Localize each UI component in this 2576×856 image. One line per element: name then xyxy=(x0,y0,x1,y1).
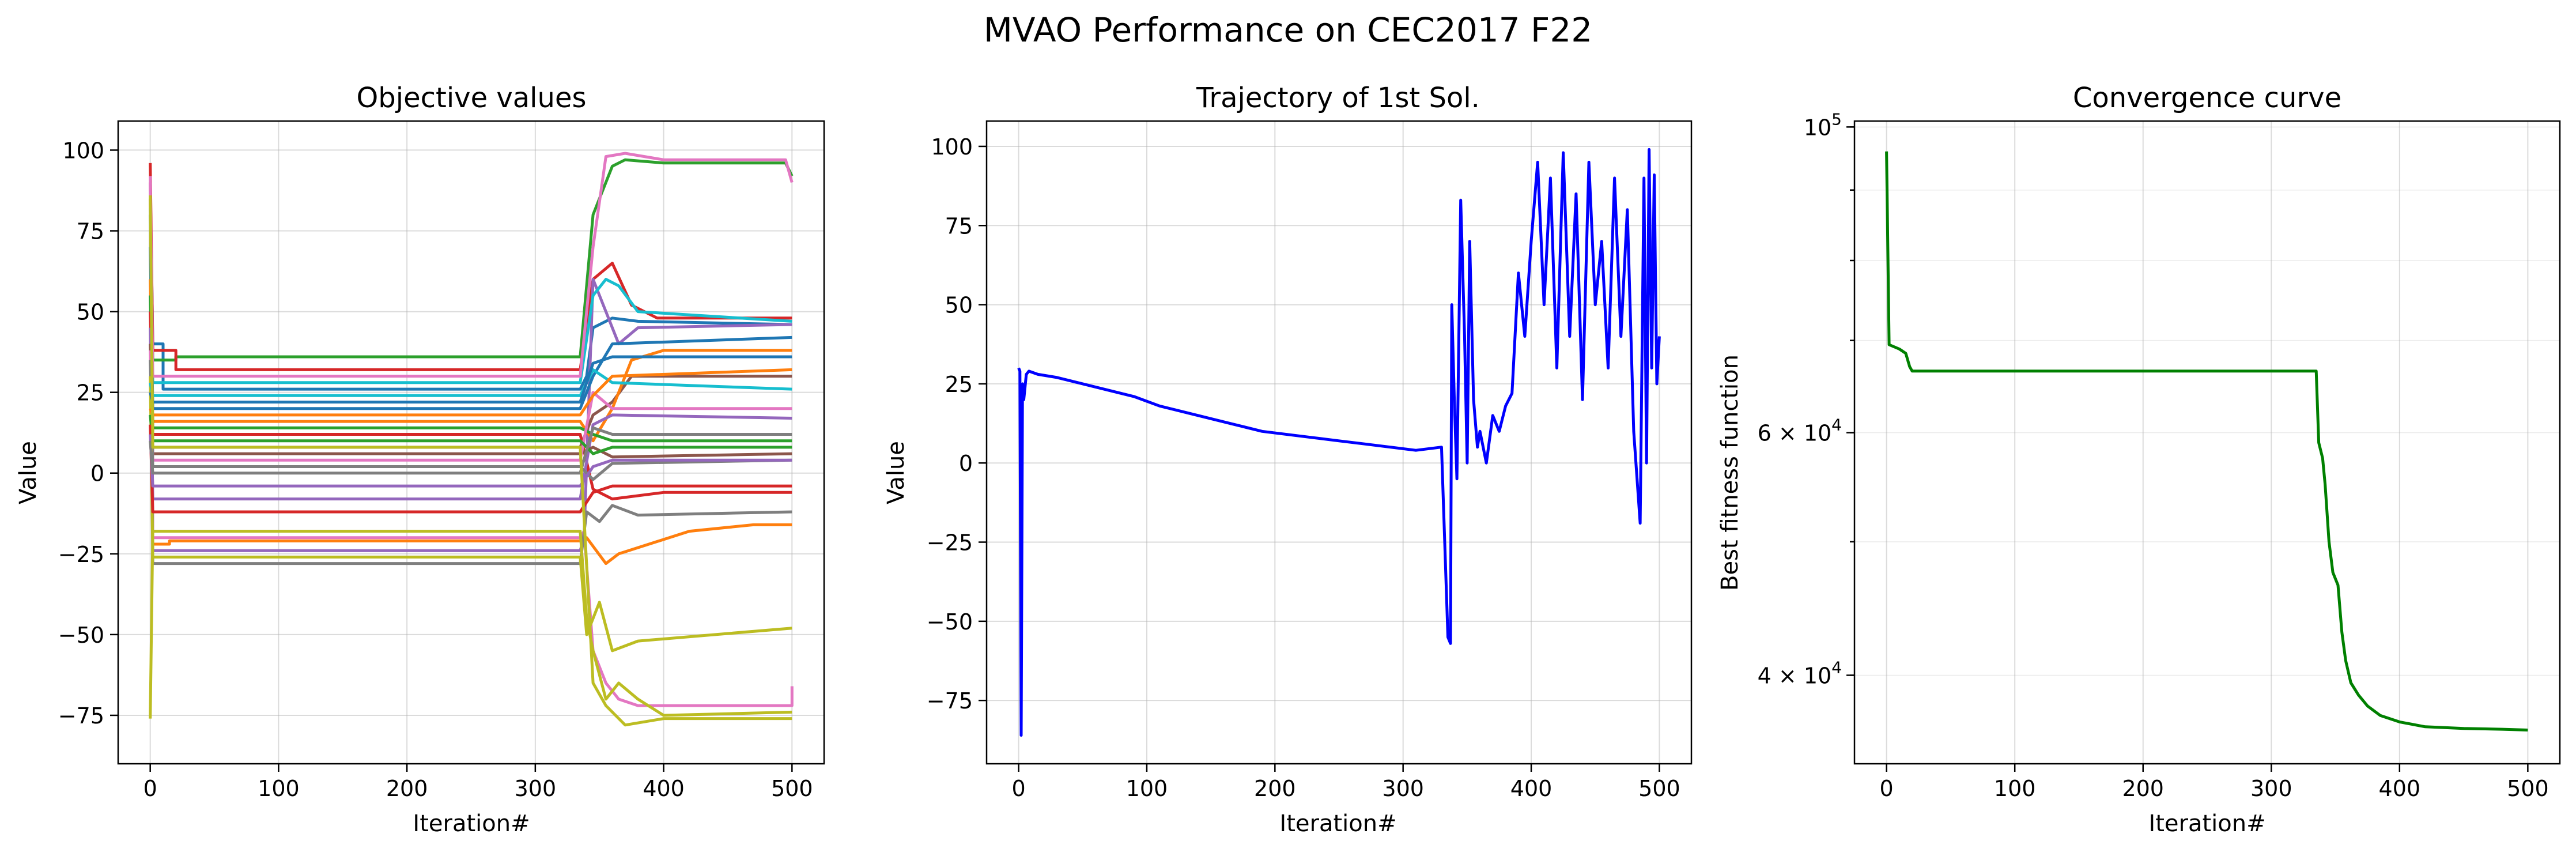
grid xyxy=(987,121,1691,764)
y-tick-label: 75 xyxy=(945,213,973,239)
y-tick-exponent: 5 xyxy=(1831,110,1842,129)
axes-frame xyxy=(117,120,825,765)
y-tick-label: 105 xyxy=(1804,110,1842,140)
x-tick-label: 100 xyxy=(1126,776,1168,801)
series-line xyxy=(149,182,792,391)
x-tick-label: 100 xyxy=(1994,776,2036,801)
y-tick-label: −50 xyxy=(58,623,104,648)
series-line xyxy=(149,195,792,727)
series-line xyxy=(149,434,792,488)
grid xyxy=(1854,121,2560,764)
series-line xyxy=(1885,151,2528,731)
y-tick-label: −75 xyxy=(927,688,973,714)
y-axis-label: Value xyxy=(15,441,41,504)
x-tick-label: 400 xyxy=(1510,776,1553,801)
y-axis-label: Value xyxy=(883,441,909,504)
y-tick-label: 4 × 104 xyxy=(1758,658,1842,688)
x-tick-label: 300 xyxy=(515,776,557,801)
y-tick-label: −25 xyxy=(927,530,973,556)
y-tick-label: −25 xyxy=(58,542,104,567)
x-tick-label: 500 xyxy=(1638,776,1680,801)
x-axis-label: Iteration# xyxy=(413,810,530,837)
y-tick-label: 50 xyxy=(77,300,104,325)
x-tick-label: 0 xyxy=(1880,776,1894,801)
series-line xyxy=(149,208,792,384)
axes-frame xyxy=(1853,120,2561,765)
grid xyxy=(118,121,824,764)
series-line xyxy=(149,152,794,378)
y-tick-label: 75 xyxy=(77,219,104,244)
y-tick-label: 100 xyxy=(931,134,973,160)
panel-title: Convergence curve xyxy=(2073,82,2341,114)
series-line xyxy=(149,279,792,443)
panel-title: Objective values xyxy=(357,82,587,114)
series-line xyxy=(149,376,792,653)
convergence-curve-plot: Convergence curve Iteration# Best fitnes… xyxy=(1717,82,2561,837)
y-tick-label: 0 xyxy=(959,451,973,476)
y-tick-exponent: 4 xyxy=(1831,658,1842,677)
figure-title: MVAO Performance on CEC2017 F22 xyxy=(984,10,1592,50)
trajectory-plot: Trajectory of 1st Sol. Iteration# Value … xyxy=(883,82,1693,837)
series-line xyxy=(149,214,792,565)
series-group xyxy=(149,152,794,727)
x-tick-label: 400 xyxy=(2379,776,2421,801)
y-tick-label: 100 xyxy=(62,138,104,163)
x-tick-label: 400 xyxy=(643,776,685,801)
axes-frame xyxy=(985,120,1693,765)
y-tick-base: 6 × 10 xyxy=(1758,421,1832,446)
series-group xyxy=(1017,148,1661,737)
series-line xyxy=(149,163,792,371)
series-line xyxy=(149,530,792,719)
panel-title: Trajectory of 1st Sol. xyxy=(1196,82,1480,114)
x-tick-label: 100 xyxy=(258,776,300,801)
x-axis-label: Iteration# xyxy=(1279,810,1396,837)
series-line xyxy=(149,426,792,475)
series-line xyxy=(149,424,792,514)
series-line xyxy=(149,182,792,552)
x-tick-label: 500 xyxy=(771,776,813,801)
x-tick-label: 300 xyxy=(1382,776,1424,801)
objective-values-plot: Objective values Iteration# Value 0 100 20… xyxy=(15,82,825,837)
series-line xyxy=(149,350,792,462)
y-axis-label: Best fitness function xyxy=(1717,355,1743,591)
x-tick-label: 0 xyxy=(1011,776,1025,801)
x-tick-label: 500 xyxy=(2507,776,2549,801)
series-group xyxy=(1885,151,2528,731)
x-tick-label: 200 xyxy=(2122,776,2164,801)
ticks: 0 100 200 300 400 500 −75 −50 −25 0 25 50 75 100 xyxy=(58,138,813,801)
y-tick-label: 25 xyxy=(77,380,104,406)
x-tick-label: 200 xyxy=(1254,776,1296,801)
y-tick-base: 4 × 10 xyxy=(1758,663,1832,688)
ticks: 0 100 200 300 400 500 −75 −50 −25 0 25 50 75 100 xyxy=(927,134,1680,801)
y-tick-exponent: 4 xyxy=(1831,416,1842,435)
y-tick-label: 6 × 104 xyxy=(1758,416,1842,446)
x-tick-label: 0 xyxy=(143,776,157,801)
y-tick-label: 25 xyxy=(945,372,973,397)
x-tick-label: 200 xyxy=(386,776,428,801)
y-tick-label: −75 xyxy=(58,703,104,729)
series-line xyxy=(149,176,794,707)
x-tick-label: 300 xyxy=(2250,776,2292,801)
series-line xyxy=(149,360,792,481)
y-tick-label: −50 xyxy=(927,609,973,635)
series-line xyxy=(149,158,794,362)
y-tick-base: 10 xyxy=(1804,115,1831,140)
series-line xyxy=(1017,148,1661,737)
y-tick-label: 0 xyxy=(90,461,104,487)
y-tick-label: 50 xyxy=(945,293,973,318)
series-line xyxy=(149,198,792,565)
x-axis-label: Iteration# xyxy=(2148,810,2265,837)
